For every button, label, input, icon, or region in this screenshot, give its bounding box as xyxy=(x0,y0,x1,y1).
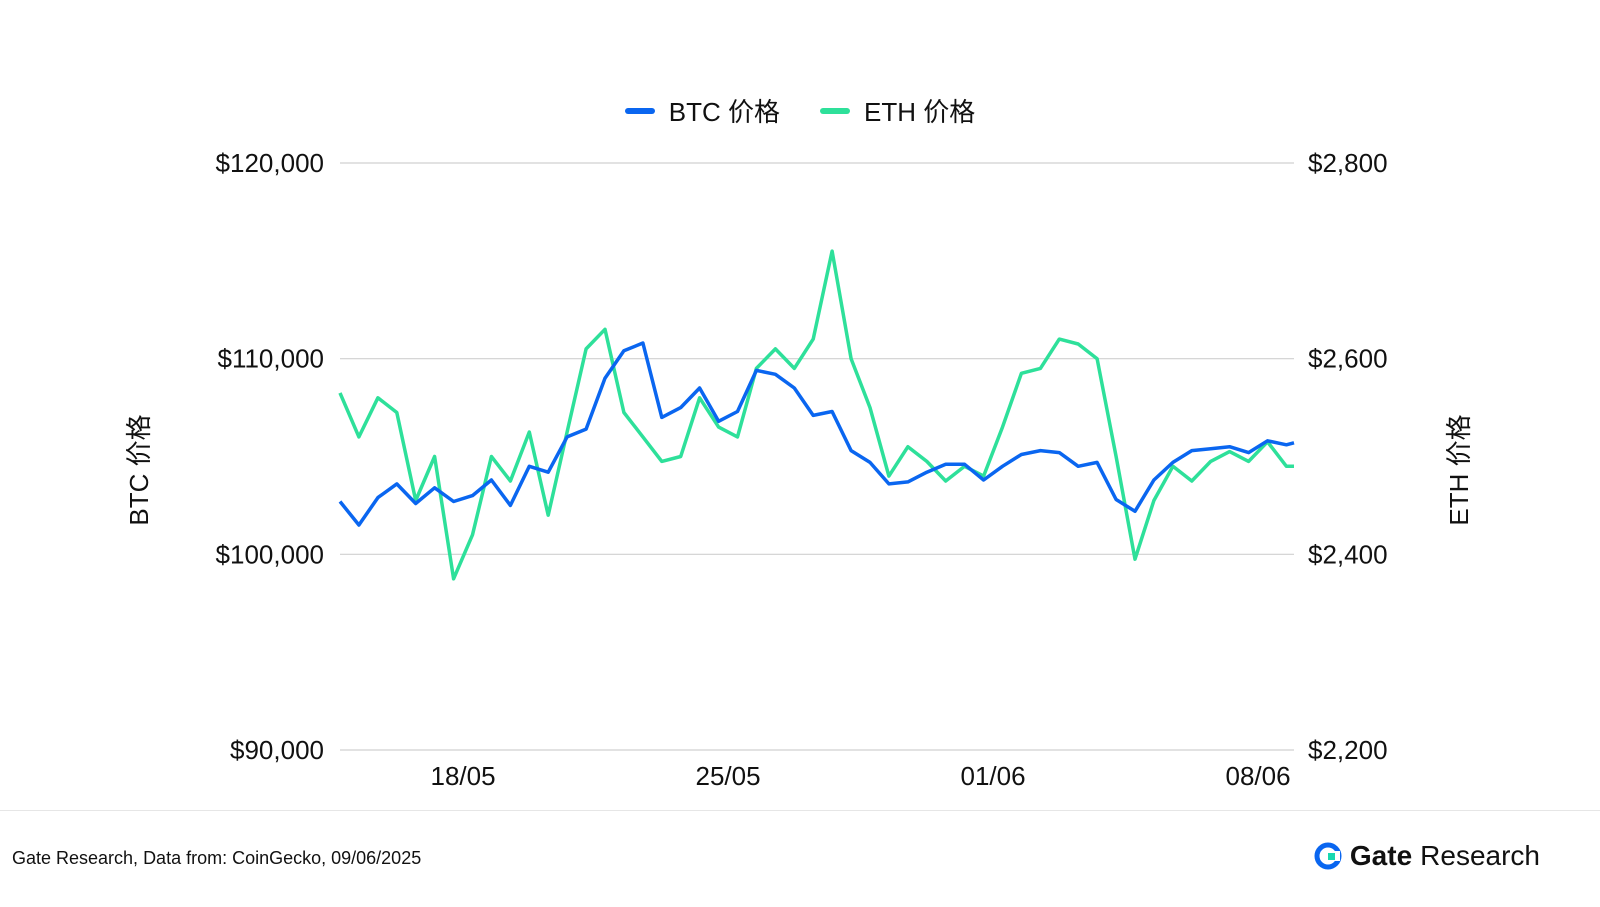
left-y-tick-label: $120,000 xyxy=(216,148,324,178)
legend-swatch-eth xyxy=(820,107,850,114)
legend-label-btc: BTC 价格 xyxy=(668,97,780,127)
legend-item-eth[interactable]: ETH 价格 xyxy=(820,92,975,129)
left-y-tick-label: $90,000 xyxy=(230,735,324,765)
x-tick-label: 18/05 xyxy=(430,761,495,791)
right-y-tick-label: $2,400 xyxy=(1308,539,1388,569)
source-caption: Gate Research, Data from: CoinGecko, 09/… xyxy=(12,848,422,868)
x-tick-label: 25/05 xyxy=(695,761,760,791)
right-y-axis-ticks: $2,200 $2,400 $2,600 $2,800 xyxy=(1308,148,1388,765)
gridlines xyxy=(340,162,1294,751)
right-y-tick-label: $2,800 xyxy=(1308,148,1388,178)
left-y-tick-label: $110,000 xyxy=(217,344,324,374)
brand-name-gate: Gate xyxy=(1349,840,1413,871)
right-y-tick-label: $2,600 xyxy=(1308,344,1388,374)
legend-label-eth: ETH 价格 xyxy=(864,97,976,127)
series-layer xyxy=(338,249,1295,581)
footer-divider xyxy=(0,810,1600,811)
x-tick-label: 01/06 xyxy=(960,761,1025,791)
gate-logo-icon xyxy=(1314,842,1342,870)
left-y-tick-label: $100,000 xyxy=(216,539,324,569)
left-y-axis-ticks: $90,000 $100,000 $110,000 $120,000 xyxy=(216,148,324,765)
brand-name-research: Research xyxy=(1420,840,1540,871)
left-y-axis-label: BTC 价格 xyxy=(124,414,154,525)
eth-price-line xyxy=(338,249,1294,581)
btc-price-line xyxy=(338,341,1295,527)
x-tick-label: 08/06 xyxy=(1225,761,1290,791)
right-y-tick-label: $2,200 xyxy=(1308,735,1388,765)
brand-logo: Gate Research xyxy=(1314,840,1540,872)
right-y-axis-label: ETH 价格 xyxy=(1444,414,1474,525)
x-axis-ticks: 18/05 25/05 01/06 08/06 xyxy=(430,761,1290,791)
chart-legend: BTC 价格 ETH 价格 xyxy=(0,92,1600,129)
legend-item-btc[interactable]: BTC 价格 xyxy=(624,92,780,129)
legend-swatch-btc xyxy=(624,107,655,114)
